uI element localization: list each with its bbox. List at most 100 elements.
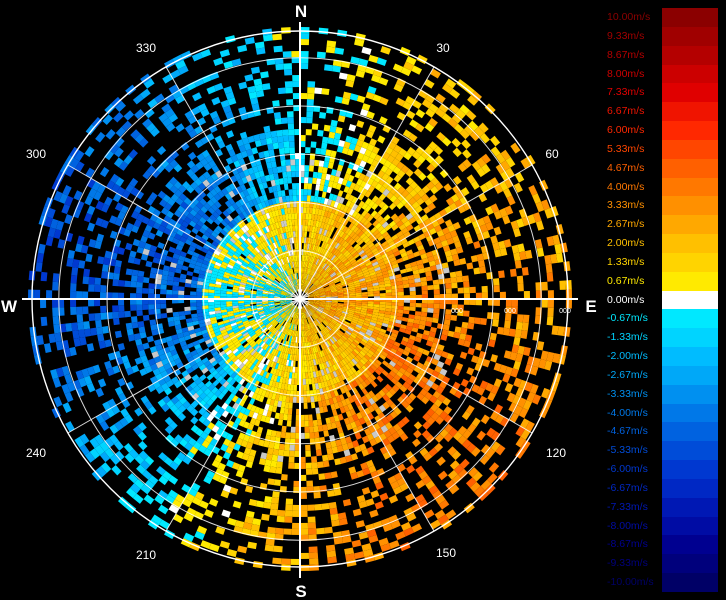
echo-cell (100, 306, 106, 313)
echo-cell (422, 303, 428, 308)
echo-cell (182, 265, 189, 271)
echo-cell (303, 379, 306, 385)
echo-cell (100, 292, 106, 299)
echo-cell (238, 301, 244, 303)
echo-cell (304, 231, 307, 237)
echo-cell (302, 367, 305, 373)
echo-cell (298, 325, 299, 331)
echo-cell (317, 130, 324, 137)
echo-cell (493, 278, 500, 285)
echo-cell (70, 299, 76, 307)
echo-cell (72, 259, 79, 268)
echo-cell (192, 92, 202, 101)
echo-cell (118, 305, 124, 312)
echo-cell (334, 489, 342, 496)
echo-cell (179, 315, 186, 320)
echo-cell (375, 501, 384, 509)
radar-ppi-plot[interactable]: N S E W 30 60 120 150 210 240 300 330 00… (0, 0, 600, 600)
echo-cell (307, 81, 315, 87)
echo-cell (307, 504, 315, 510)
echo-cell (329, 502, 337, 509)
echo-cell (71, 275, 78, 283)
echo-cell (87, 343, 95, 352)
echo-cell (409, 287, 415, 291)
echo-cell (305, 433, 310, 439)
echo-cell (157, 146, 166, 155)
echo-cell (232, 294, 238, 297)
echo-cell (280, 407, 285, 414)
echo-cell (303, 207, 306, 213)
echo-cell (272, 137, 278, 144)
echo-cell (468, 317, 475, 324)
echo-cell (83, 269, 90, 277)
echo-cell (413, 430, 422, 439)
echo-cell (196, 292, 202, 296)
echo-cell (78, 329, 85, 338)
echo-cell (466, 262, 473, 269)
echo-cell (82, 306, 88, 314)
echo-cell (88, 299, 94, 306)
echo-cell (318, 473, 325, 480)
echo-cell (443, 183, 452, 192)
echo-cell (304, 421, 309, 427)
echo-cell (314, 432, 319, 439)
echo-cell (72, 330, 79, 339)
echo-cell (112, 279, 119, 286)
echo-cell (190, 416, 198, 424)
echo-cell (292, 529, 300, 535)
echo-cell (270, 461, 277, 468)
echo-cell (494, 226, 502, 235)
echo-cell (76, 307, 82, 315)
echo-cell (312, 178, 317, 184)
echo-cell (150, 267, 157, 273)
echo-cell (473, 241, 481, 249)
echo-cell (285, 81, 293, 87)
echo-cell (276, 467, 283, 474)
echo-cell (196, 306, 202, 310)
echo-cell (433, 313, 440, 318)
echo-cell (83, 276, 90, 284)
echo-cell (267, 448, 273, 455)
echo-cell (292, 523, 300, 529)
echo-cell (269, 466, 276, 473)
echo-cell (362, 294, 368, 297)
echo-cell (140, 332, 147, 339)
echo-cell (148, 288, 154, 294)
echo-cell (293, 93, 300, 99)
echo-cell (464, 287, 470, 293)
echo-cell (76, 291, 82, 299)
echo-cell (96, 327, 103, 335)
echo-cell (136, 310, 142, 316)
echo-cell (209, 498, 218, 507)
echo-cell (95, 277, 102, 285)
echo-cell (295, 225, 298, 231)
echo-cell (294, 385, 297, 391)
echo-cell (392, 292, 398, 296)
echo-cell (362, 301, 368, 304)
echo-cell (118, 280, 125, 287)
echo-cell (481, 415, 490, 425)
echo-cell (70, 291, 76, 299)
echo-cell (322, 503, 330, 510)
echo-cell (317, 419, 322, 426)
echo-cell (294, 219, 297, 225)
echo-cell (445, 278, 452, 284)
echo-cell (304, 403, 308, 409)
echo-cell (306, 463, 312, 469)
echo-cell (478, 260, 485, 267)
echo-cell (288, 408, 292, 414)
echo-cell (356, 301, 362, 303)
echo-cell (259, 458, 266, 465)
echo-cell (303, 373, 306, 379)
echo-cell (368, 301, 374, 304)
echo-cell (214, 302, 220, 305)
echo-cell (331, 471, 338, 478)
echo-cell (287, 177, 292, 183)
echo-cell (386, 293, 392, 296)
echo-cell (290, 159, 295, 165)
echo-cell (445, 283, 451, 289)
echo-cell (379, 493, 388, 501)
echo-cell (202, 305, 208, 309)
echo-cell (309, 432, 314, 438)
echo-cell (377, 135, 385, 143)
